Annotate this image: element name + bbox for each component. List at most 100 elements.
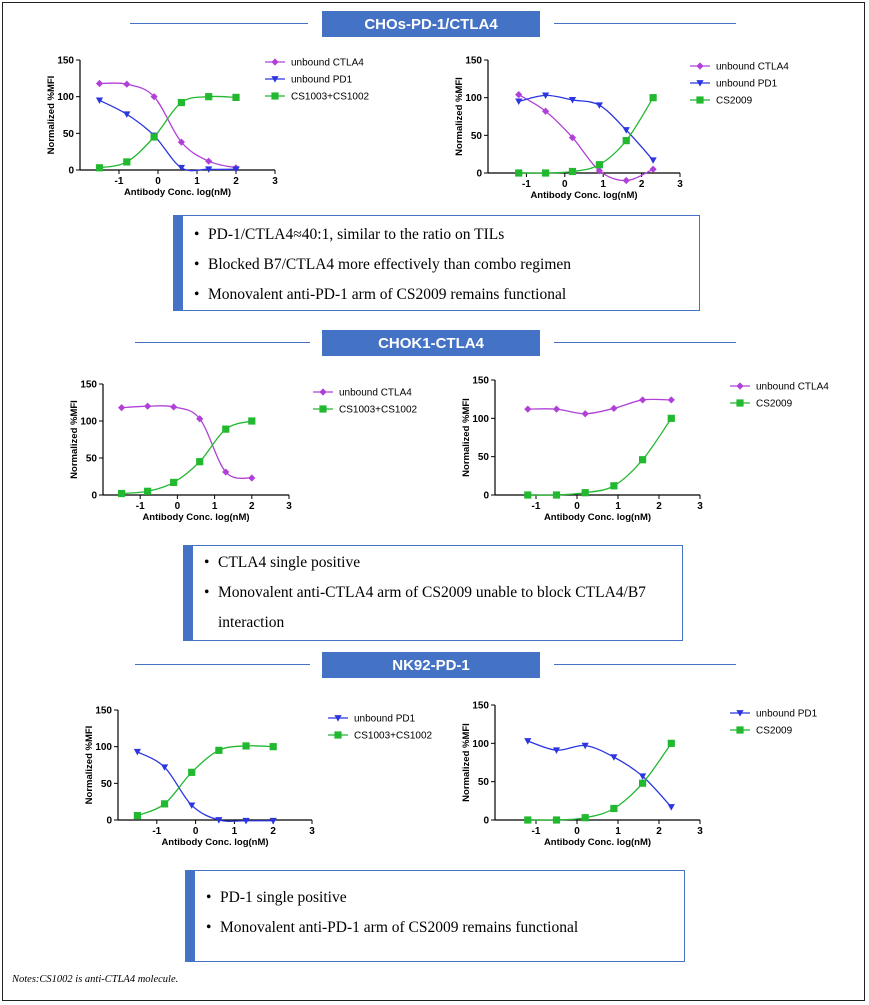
x-tick-label: -1 [522, 179, 531, 190]
data-point [610, 404, 618, 412]
data-point [552, 747, 561, 754]
section-title-chok1: CHOK1-CTLA4 [322, 330, 540, 356]
chart-chos-combo: 0 50 100 150 -1 0 1 2 3 Antibody Conc. log(nM) Nor… [40, 50, 440, 215]
series-cs2009 [515, 94, 657, 177]
series-unbound-pd1 [524, 738, 675, 811]
data-point [205, 166, 213, 173]
series-unbound-pd1 [95, 97, 240, 173]
data-point [196, 458, 204, 466]
data-point [515, 98, 523, 106]
data-point [639, 773, 647, 780]
x-tick-label: 1 [600, 179, 606, 190]
y-axis-label: Normalized %MFI [461, 398, 472, 477]
note-item: Monovalent anti-PD-1 arm of CS2009 remai… [206, 913, 678, 943]
notes-accent-bar [184, 546, 193, 640]
header-line-left [135, 664, 310, 665]
legend-marker [271, 76, 279, 83]
notes-box-chok1: CTLA4 single positive Monovalent anti-CT… [183, 545, 683, 641]
legend-entry: CS1003+CS1002 [265, 92, 370, 103]
x-tick-label: 2 [249, 501, 255, 512]
x-axis-label: Antibody Conc. log(nM) [124, 187, 231, 198]
x-tick-label: 2 [270, 826, 276, 837]
data-point [581, 814, 589, 822]
legend-marker [736, 710, 744, 717]
data-point [160, 800, 169, 808]
data-point [248, 474, 256, 482]
y-tick-label: 150 [57, 56, 74, 67]
data-point [248, 417, 256, 425]
legend-marker [696, 62, 704, 70]
data-point [581, 410, 589, 418]
note-item: PD-1/CTLA4≈40:1, similar to the ratio on… [194, 220, 693, 250]
x-tick-label: 3 [677, 179, 683, 190]
x-axis-label: Antibody Conc. log(nM) [142, 512, 249, 523]
legend-marker [334, 715, 342, 722]
y-tick-label: 0 [91, 491, 97, 502]
data-point [118, 489, 126, 498]
axes: 0 50 100 150 -1 0 1 2 3 Antibody Conc. log(nM) Nor… [69, 380, 292, 524]
y-tick-label: 50 [471, 131, 483, 142]
x-tick-label: 0 [574, 826, 580, 837]
section-title-chos: CHOs-PD-1/CTLA4 [322, 11, 540, 37]
series-line [527, 417, 672, 496]
series-unbound-pd1 [133, 748, 277, 825]
y-tick-label: 100 [95, 742, 112, 753]
data-point [639, 456, 647, 464]
data-point [595, 167, 603, 175]
x-axis-label: Antibody Conc. log(nM) [161, 837, 268, 848]
note-item: CTLA4 single positive [204, 548, 662, 578]
data-point [552, 405, 561, 413]
legend-label: CS1003+CS1002 [339, 405, 418, 416]
legend-entry: unbound PD1 [730, 709, 818, 720]
series-cs1003-cs1002 [118, 417, 256, 498]
notes-accent-bar [174, 216, 183, 310]
legend-label: CS2009 [716, 96, 753, 107]
legend-marker [334, 731, 342, 739]
y-tick-label: 50 [101, 779, 113, 790]
legend-entry: CS1003+CS1002 [328, 731, 433, 742]
data-point [667, 804, 675, 811]
data-point [150, 93, 158, 101]
y-tick-label: 0 [483, 816, 489, 827]
legend-label: unbound PD1 [716, 79, 778, 90]
legend-label: CS1003+CS1002 [354, 731, 433, 742]
data-point [622, 127, 630, 134]
header-line-left [135, 342, 310, 343]
legend-label: CS2009 [756, 726, 793, 737]
chart-chok1-cs2009: 0 50 100 150 -1 0 1 2 3 Antibody Conc. log(nM) Nor… [455, 370, 865, 535]
chart-nk92-combo: 0 50 100 150 -1 0 1 2 3 Antibody Conc. log(nM) Nor… [70, 700, 470, 860]
legend-label: unbound CTLA4 [339, 388, 412, 399]
data-point [222, 468, 230, 476]
data-point [133, 812, 141, 820]
data-point [515, 169, 523, 177]
y-tick-label: 0 [106, 816, 112, 827]
data-point [568, 167, 577, 176]
x-tick-label: 1 [232, 826, 238, 837]
data-point [242, 742, 250, 750]
legend-label: CS2009 [756, 399, 793, 410]
data-point [160, 764, 169, 771]
data-point [215, 817, 223, 824]
data-point [232, 166, 240, 173]
legend-entry: CS2009 [690, 96, 753, 107]
data-point [123, 80, 131, 88]
series-line [527, 398, 672, 415]
data-point [581, 489, 589, 497]
y-axis-label: Normalized %MFI [84, 726, 95, 805]
data-point [188, 802, 196, 809]
series-cs2009 [524, 414, 675, 499]
series-unbound-pd1 [515, 92, 657, 164]
data-point [170, 478, 178, 487]
notes-accent-bar [186, 871, 195, 961]
series-cs1003-cs1002 [95, 93, 240, 172]
series-unbound-ctla4 [515, 91, 657, 185]
data-point [667, 414, 675, 422]
data-point [524, 405, 532, 413]
data-point [542, 169, 550, 177]
y-tick-label: 50 [86, 454, 98, 465]
chart-chok1-combo: 0 50 100 150 -1 0 1 2 3 Antibody Conc. log(nM) Nor… [55, 370, 455, 535]
legend-label: CS1003+CS1002 [291, 92, 370, 103]
data-point [667, 739, 675, 747]
y-tick-label: 50 [478, 452, 490, 463]
y-axis-label: Normalized %MFI [454, 77, 465, 156]
